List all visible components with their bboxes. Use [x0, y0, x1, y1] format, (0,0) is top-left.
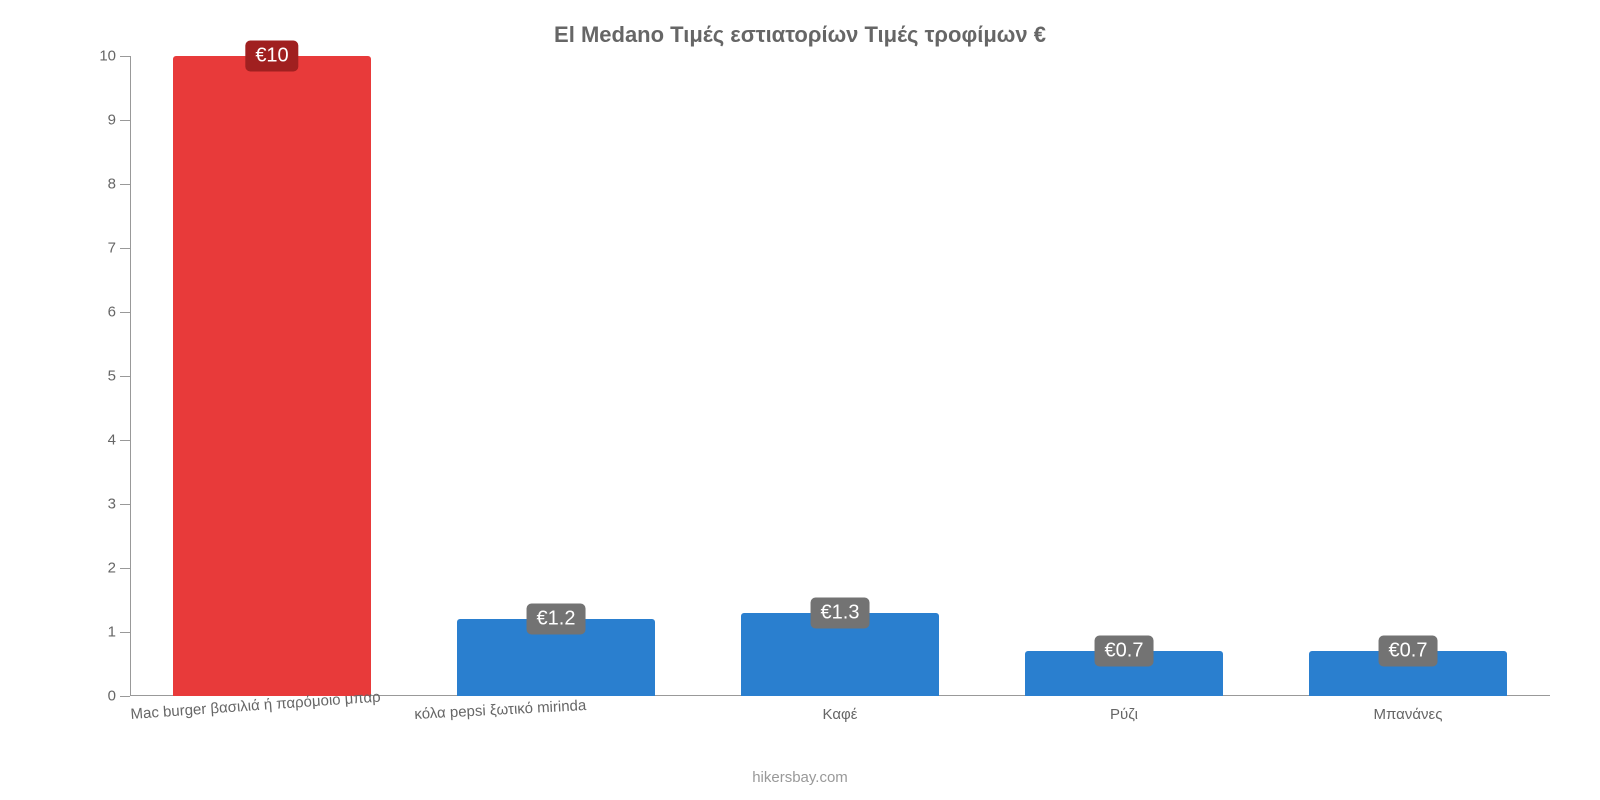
y-tick-label: 10 [99, 48, 116, 65]
bar-slot: €0.7Μπανάνες [1266, 56, 1550, 696]
y-tick [120, 120, 130, 121]
plot-area: 012345678910 €10Mac burger βασιλιά ή παρ… [130, 56, 1550, 696]
y-tick [120, 56, 130, 57]
chart-container: El Medano Τιμές εστιατορίων Τιμές τροφίμ… [0, 0, 1600, 800]
y-tick-label: 6 [108, 304, 116, 321]
bar-value-label: €1.3 [811, 597, 870, 628]
bars-group: €10Mac burger βασιλιά ή παρόμοιο μπαρ€1.… [130, 56, 1550, 696]
bar-slot: €1.2κόλα pepsi ξωτικό mirinda [414, 56, 698, 696]
chart-title: El Medano Τιμές εστιατορίων Τιμές τροφίμ… [0, 22, 1600, 48]
y-tick-label: 0 [108, 688, 116, 705]
bar-slot: €1.3Καφέ [698, 56, 982, 696]
bar-value-label: €10 [245, 41, 298, 72]
y-tick [120, 440, 130, 441]
x-category-label: Ρύζι [1110, 706, 1138, 723]
x-category-label: κόλα pepsi ξωτικό mirinda [414, 697, 587, 723]
x-category-label: Καφέ [823, 706, 858, 723]
bar-slot: €0.7Ρύζι [982, 56, 1266, 696]
y-tick-label: 5 [108, 368, 116, 385]
y-tick [120, 504, 130, 505]
bar-value-label: €0.7 [1379, 636, 1438, 667]
bar-value-label: €1.2 [527, 604, 586, 635]
y-tick [120, 248, 130, 249]
y-tick-label: 3 [108, 496, 116, 513]
y-tick [120, 696, 130, 697]
bar-slot: €10Mac burger βασιλιά ή παρόμοιο μπαρ [130, 56, 414, 696]
y-tick-label: 1 [108, 624, 116, 641]
x-category-label: Μπανάνες [1374, 706, 1443, 723]
y-tick [120, 632, 130, 633]
chart-footer: hikersbay.com [0, 769, 1600, 786]
y-tick [120, 184, 130, 185]
y-tick [120, 568, 130, 569]
y-tick-label: 4 [108, 432, 116, 449]
y-tick [120, 376, 130, 377]
y-tick-label: 9 [108, 112, 116, 129]
y-tick [120, 312, 130, 313]
y-tick-label: 8 [108, 176, 116, 193]
bar-value-label: €0.7 [1095, 636, 1154, 667]
y-tick-label: 2 [108, 560, 116, 577]
y-tick-label: 7 [108, 240, 116, 257]
bar [173, 56, 372, 696]
